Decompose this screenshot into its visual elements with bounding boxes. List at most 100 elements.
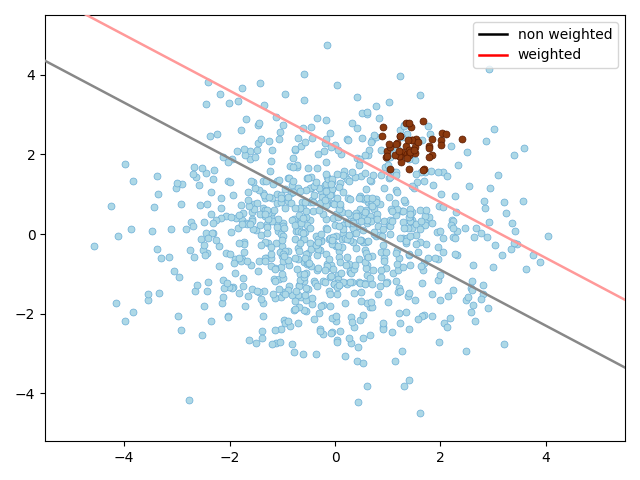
Point bbox=[404, 152, 415, 160]
Point bbox=[337, 225, 348, 233]
Point bbox=[484, 218, 494, 226]
Point bbox=[386, 205, 396, 213]
Point bbox=[319, 147, 330, 155]
Point bbox=[266, 243, 276, 251]
Point bbox=[404, 251, 414, 259]
Point bbox=[278, 288, 288, 296]
Point bbox=[381, 264, 391, 272]
Point bbox=[479, 197, 489, 205]
Point bbox=[440, 130, 451, 138]
Point bbox=[399, 224, 409, 232]
Point bbox=[376, 273, 386, 280]
Point bbox=[395, 72, 405, 80]
Point bbox=[337, 189, 348, 196]
Point bbox=[128, 308, 138, 315]
Point bbox=[319, 198, 330, 206]
Point bbox=[188, 170, 198, 178]
Point bbox=[360, 169, 370, 177]
Point bbox=[326, 262, 337, 269]
Point bbox=[512, 240, 522, 248]
Point bbox=[345, 195, 355, 203]
Point bbox=[365, 212, 375, 220]
Point bbox=[419, 259, 429, 267]
Point bbox=[268, 290, 278, 298]
Point bbox=[184, 396, 195, 404]
Point bbox=[390, 151, 400, 159]
Point bbox=[372, 215, 382, 223]
Point bbox=[480, 204, 490, 212]
Point bbox=[188, 222, 198, 230]
Point bbox=[321, 201, 332, 209]
Point bbox=[292, 163, 302, 171]
Point bbox=[407, 136, 417, 144]
Point bbox=[356, 194, 366, 202]
Point bbox=[310, 279, 321, 287]
Point bbox=[244, 220, 255, 228]
Point bbox=[361, 249, 371, 257]
Point bbox=[260, 194, 270, 202]
Point bbox=[415, 92, 425, 99]
Point bbox=[335, 327, 345, 335]
Point bbox=[427, 152, 437, 159]
Point bbox=[358, 226, 368, 234]
Point bbox=[384, 174, 394, 182]
Point bbox=[216, 214, 227, 222]
Point bbox=[261, 254, 271, 262]
Point bbox=[243, 196, 253, 204]
Point bbox=[273, 227, 283, 235]
Point bbox=[411, 135, 421, 143]
Point bbox=[241, 220, 252, 228]
Point bbox=[338, 229, 348, 237]
Point bbox=[287, 340, 298, 348]
Point bbox=[403, 292, 413, 300]
Point bbox=[294, 223, 304, 231]
Point bbox=[172, 180, 182, 187]
Point bbox=[408, 184, 419, 192]
Point bbox=[317, 211, 328, 218]
Point bbox=[234, 288, 244, 296]
Point bbox=[374, 231, 384, 239]
Point bbox=[383, 149, 394, 157]
Point bbox=[410, 143, 420, 151]
Point bbox=[381, 248, 391, 256]
Point bbox=[420, 212, 431, 219]
Point bbox=[404, 149, 414, 157]
Point bbox=[330, 314, 340, 322]
Point bbox=[379, 257, 389, 265]
Point bbox=[397, 348, 408, 355]
Point bbox=[543, 233, 554, 240]
Point bbox=[399, 196, 410, 204]
Point bbox=[275, 194, 285, 202]
Point bbox=[195, 202, 205, 209]
Point bbox=[278, 257, 288, 265]
Point bbox=[248, 179, 259, 186]
Point bbox=[385, 216, 395, 224]
Point bbox=[317, 193, 328, 201]
Point bbox=[415, 409, 426, 417]
Point bbox=[287, 154, 298, 161]
Point bbox=[262, 240, 273, 247]
Point bbox=[237, 255, 247, 263]
Point bbox=[170, 184, 180, 192]
Point bbox=[323, 176, 333, 183]
Point bbox=[390, 211, 401, 219]
Point bbox=[391, 168, 401, 176]
Point bbox=[344, 231, 354, 239]
Point bbox=[396, 152, 406, 160]
Point bbox=[232, 147, 243, 155]
Point bbox=[382, 153, 392, 160]
Point bbox=[223, 313, 233, 321]
Point bbox=[321, 158, 332, 166]
Point bbox=[216, 194, 226, 202]
Point bbox=[275, 248, 285, 256]
Point bbox=[328, 265, 338, 273]
Point bbox=[221, 213, 231, 220]
Point bbox=[371, 102, 381, 109]
Point bbox=[410, 156, 420, 164]
Point bbox=[262, 216, 273, 223]
Point bbox=[329, 280, 339, 288]
Point bbox=[271, 339, 281, 347]
Point bbox=[228, 191, 239, 199]
Point bbox=[366, 202, 376, 209]
Point bbox=[404, 212, 415, 220]
